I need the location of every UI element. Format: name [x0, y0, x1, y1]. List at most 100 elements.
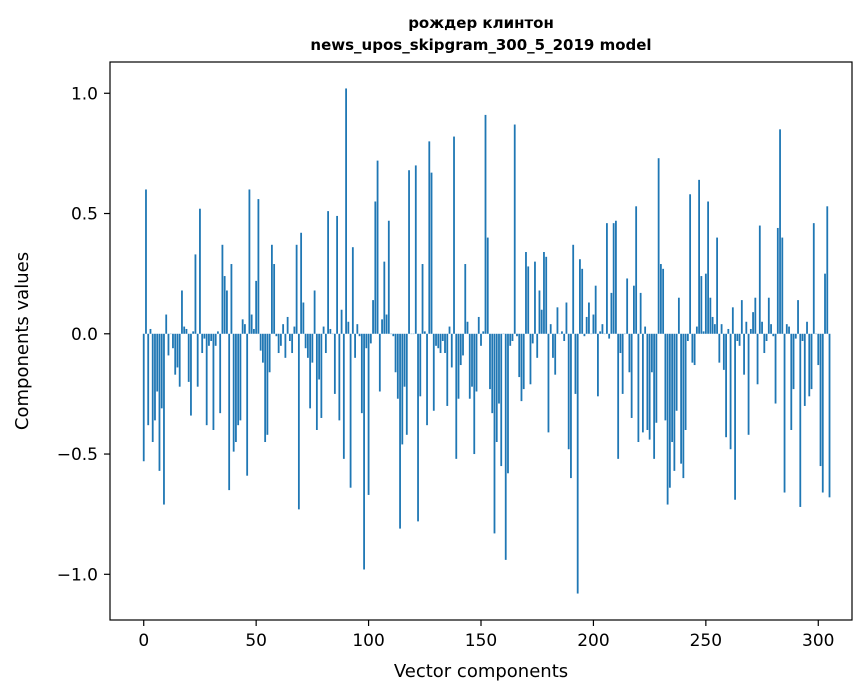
bar [570, 333, 572, 479]
bar [324, 333, 327, 354]
bar [167, 333, 170, 356]
bar [543, 252, 545, 334]
bar [734, 333, 736, 500]
bar [322, 326, 325, 334]
bar [491, 333, 494, 414]
bar [650, 333, 653, 373]
bar [459, 333, 462, 366]
bar [770, 324, 772, 334]
bar [610, 292, 613, 334]
bar [360, 333, 363, 414]
bar [716, 237, 718, 334]
bar [693, 333, 696, 366]
bar [504, 333, 507, 560]
bar [291, 333, 294, 354]
bar [799, 333, 802, 507]
bar [675, 333, 678, 411]
bar [257, 199, 260, 334]
bar [439, 333, 442, 354]
bar [297, 333, 300, 510]
bar [567, 333, 570, 450]
bar [273, 264, 276, 334]
bar [781, 237, 784, 334]
bar [239, 333, 242, 421]
bar [585, 316, 588, 334]
bar [223, 276, 226, 334]
bar [554, 333, 557, 375]
bar [145, 189, 147, 334]
bar [455, 333, 458, 459]
bar [349, 333, 352, 488]
bar [158, 333, 161, 471]
bar [435, 333, 437, 346]
bar [666, 333, 669, 505]
bar [736, 333, 739, 341]
bar [149, 328, 152, 334]
bar [421, 264, 424, 334]
bar [383, 261, 386, 334]
bar [547, 333, 550, 433]
bar [790, 333, 793, 430]
bar [534, 261, 536, 334]
bar [592, 314, 595, 334]
bar [246, 333, 249, 476]
bar [689, 194, 692, 334]
bar [340, 309, 343, 334]
bar [628, 333, 631, 373]
bar [282, 324, 285, 334]
bar [450, 333, 453, 368]
bar [821, 333, 824, 493]
bar [466, 321, 469, 334]
bar [480, 333, 482, 346]
bar [358, 333, 361, 337]
bar [329, 328, 332, 334]
x-axis-ticks: 0 50 100 150 200 250 300 [138, 620, 834, 651]
bar [417, 333, 419, 522]
bar [686, 333, 689, 341]
bar [190, 333, 192, 416]
bar [201, 333, 204, 354]
x-tick-label: 300 [802, 631, 834, 651]
bar [792, 333, 795, 390]
bar [738, 333, 741, 346]
bar [752, 312, 754, 334]
bar [606, 223, 608, 334]
bar [788, 326, 790, 334]
bar [396, 333, 399, 399]
bar [327, 211, 329, 334]
bar [597, 333, 599, 397]
bar [333, 333, 336, 394]
bar [599, 331, 602, 334]
y-tick-label: 0.0 [71, 325, 98, 345]
bar [477, 316, 480, 334]
bar [475, 333, 478, 392]
bar [772, 333, 775, 337]
bar [806, 321, 808, 334]
bar [235, 333, 237, 443]
bar [212, 333, 215, 430]
bar [581, 268, 584, 334]
bar [648, 333, 651, 440]
bar [430, 172, 433, 334]
bar [178, 333, 181, 387]
bar [594, 285, 597, 334]
bar [767, 297, 770, 334]
bar [277, 333, 280, 354]
bar [711, 316, 714, 334]
bar [151, 333, 154, 443]
bar [531, 333, 534, 344]
bar [801, 333, 804, 341]
bar [774, 333, 777, 404]
bar [378, 333, 381, 392]
bar [633, 285, 635, 334]
bar [219, 333, 222, 414]
bar [275, 333, 278, 337]
x-tick-label: 0 [138, 631, 149, 651]
bar [621, 333, 624, 394]
bar [520, 333, 523, 402]
bar [572, 244, 575, 334]
bar [803, 333, 806, 406]
bar [405, 333, 408, 435]
bar [536, 333, 539, 358]
